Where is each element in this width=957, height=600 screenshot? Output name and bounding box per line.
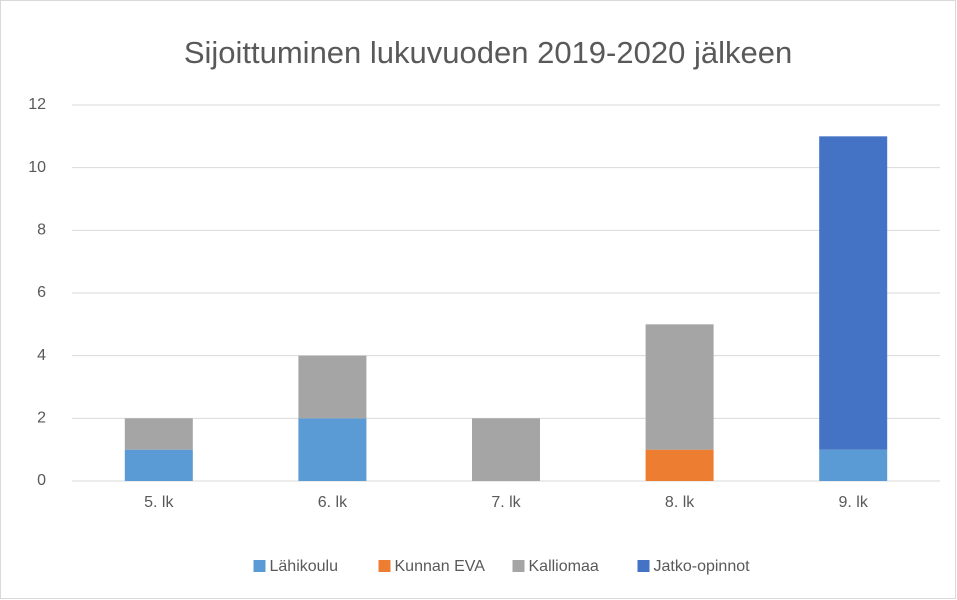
y-tick-label: 6 bbox=[37, 284, 46, 301]
y-tick-label: 0 bbox=[37, 472, 46, 489]
legend-swatch bbox=[637, 560, 650, 572]
legend-label: Lähikoulu bbox=[270, 558, 339, 575]
x-tick-label: 7. lk bbox=[491, 494, 521, 511]
x-tick-label: 9. lk bbox=[839, 494, 869, 511]
bar-segment bbox=[472, 418, 540, 481]
chart-title: Sijoittuminen lukuvuoden 2019-2020 jälke… bbox=[184, 35, 792, 70]
y-tick-label: 2 bbox=[37, 410, 46, 427]
bar-segment bbox=[298, 418, 367, 481]
x-tick-label: 6. lk bbox=[318, 494, 348, 511]
bar-segment bbox=[645, 324, 714, 450]
x-tick-label: 5. lk bbox=[144, 494, 174, 511]
bar-segment bbox=[124, 418, 193, 450]
legend-label: Kunnan EVA bbox=[395, 558, 486, 575]
y-tick-label: 8 bbox=[37, 222, 46, 239]
bar-segment bbox=[819, 136, 888, 450]
legend-swatch bbox=[512, 560, 525, 572]
bar-segment bbox=[819, 449, 888, 481]
legend-swatch bbox=[253, 560, 266, 572]
legend-label: Kalliomaa bbox=[529, 558, 599, 575]
legend-label: Jatko-opinnot bbox=[654, 558, 751, 575]
bar-segment bbox=[124, 449, 193, 481]
bar-segment bbox=[645, 449, 714, 481]
bar-segment bbox=[298, 355, 367, 419]
y-tick-label: 10 bbox=[28, 159, 46, 176]
y-tick-label: 4 bbox=[37, 347, 46, 364]
y-tick-label: 12 bbox=[28, 96, 46, 113]
legend-swatch bbox=[378, 560, 391, 572]
x-tick-label: 8. lk bbox=[665, 494, 695, 511]
